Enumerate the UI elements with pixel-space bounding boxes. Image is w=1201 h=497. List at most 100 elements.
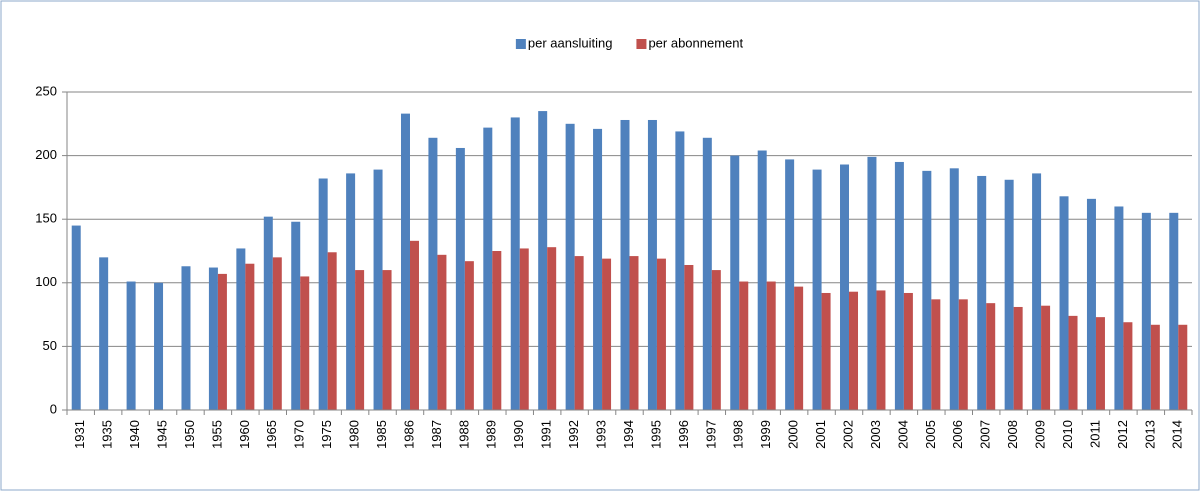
x-tick-label: 1996 bbox=[676, 420, 691, 449]
x-tick-label: 2006 bbox=[950, 420, 965, 449]
x-tick-label: 1993 bbox=[593, 420, 608, 449]
bar bbox=[1114, 206, 1124, 410]
x-tick-label: 1935 bbox=[100, 420, 115, 449]
bar bbox=[1032, 173, 1042, 410]
y-tick-label: 250 bbox=[35, 83, 57, 98]
legend-label: per aansluiting bbox=[528, 35, 613, 50]
y-tick-label: 50 bbox=[43, 338, 57, 353]
x-tick-label: 2008 bbox=[1005, 420, 1020, 449]
bar bbox=[1141, 212, 1151, 410]
bar bbox=[547, 247, 557, 410]
bar bbox=[455, 147, 465, 410]
bar bbox=[1004, 179, 1014, 410]
x-tick-label: 1992 bbox=[566, 420, 581, 449]
bar bbox=[602, 258, 612, 410]
bar bbox=[126, 281, 136, 410]
x-tick-label: 1980 bbox=[347, 420, 362, 449]
x-tick-label: 2014 bbox=[1170, 420, 1185, 449]
bar bbox=[291, 221, 301, 410]
bar bbox=[711, 270, 721, 410]
x-tick-label: 2009 bbox=[1033, 420, 1048, 449]
bar bbox=[903, 292, 913, 410]
bar bbox=[977, 175, 987, 410]
bar bbox=[739, 281, 749, 410]
bar bbox=[849, 291, 859, 410]
bar bbox=[400, 113, 410, 411]
x-tick-label: 2011 bbox=[1087, 420, 1102, 448]
x-tick-label: 1990 bbox=[511, 420, 526, 449]
bar bbox=[373, 169, 383, 410]
bar bbox=[702, 137, 712, 411]
x-tick-label: 1960 bbox=[237, 420, 252, 449]
bar bbox=[154, 282, 164, 410]
x-tick-label: 1950 bbox=[182, 420, 197, 449]
x-tick-label: 1970 bbox=[292, 420, 307, 449]
bar bbox=[217, 273, 227, 410]
bar bbox=[593, 128, 603, 410]
bar bbox=[1123, 322, 1133, 410]
bar bbox=[538, 111, 548, 410]
bar bbox=[766, 281, 776, 410]
bar bbox=[327, 252, 337, 410]
x-tick-label: 1989 bbox=[484, 420, 499, 449]
x-tick-label: 2007 bbox=[978, 420, 993, 449]
bar bbox=[300, 276, 310, 410]
bar bbox=[510, 117, 520, 410]
bar bbox=[437, 254, 447, 410]
bar bbox=[208, 267, 218, 410]
bar bbox=[318, 178, 328, 410]
bar bbox=[272, 257, 282, 410]
bar bbox=[1068, 315, 1078, 410]
bar bbox=[867, 156, 877, 410]
bar bbox=[71, 225, 81, 410]
bar bbox=[355, 270, 365, 410]
bar bbox=[409, 240, 419, 410]
x-tick-label: 1955 bbox=[209, 420, 224, 449]
legend-swatch bbox=[515, 39, 526, 49]
bar bbox=[840, 164, 850, 410]
y-tick-label: 200 bbox=[35, 147, 57, 162]
bar bbox=[794, 286, 804, 410]
x-tick-label: 2013 bbox=[1142, 420, 1157, 449]
bar bbox=[986, 303, 996, 410]
bar bbox=[236, 248, 246, 410]
bar bbox=[1041, 305, 1051, 410]
bar bbox=[346, 173, 356, 410]
bar bbox=[894, 161, 904, 410]
x-tick-label: 2000 bbox=[786, 420, 801, 449]
bar bbox=[922, 170, 932, 410]
bar bbox=[757, 150, 767, 410]
x-tick-label: 2003 bbox=[868, 420, 883, 449]
bar bbox=[656, 258, 666, 410]
bar bbox=[1013, 306, 1023, 410]
x-tick-label: 1994 bbox=[621, 420, 636, 449]
bar bbox=[1150, 324, 1160, 410]
x-tick-label: 2001 bbox=[813, 420, 828, 449]
x-tick-label: 2012 bbox=[1115, 420, 1130, 449]
bar bbox=[565, 123, 575, 411]
x-tick-label: 1995 bbox=[648, 420, 663, 449]
y-tick-label: 100 bbox=[35, 274, 57, 289]
legend-label: per abonnement bbox=[648, 35, 743, 50]
bar bbox=[574, 256, 584, 410]
bar bbox=[620, 119, 630, 410]
y-tick-label: 0 bbox=[50, 401, 57, 416]
bar bbox=[629, 256, 639, 410]
bar bbox=[245, 263, 255, 410]
bar bbox=[99, 257, 109, 410]
bar bbox=[464, 261, 474, 410]
bar bbox=[675, 131, 685, 410]
x-tick-label: 2004 bbox=[895, 420, 910, 449]
bar bbox=[949, 168, 959, 410]
x-tick-label: 2005 bbox=[923, 420, 938, 449]
bar bbox=[1169, 212, 1179, 410]
bar bbox=[483, 127, 493, 410]
bar bbox=[684, 264, 694, 410]
x-tick-label: 1997 bbox=[703, 420, 718, 449]
bar bbox=[812, 169, 822, 410]
bar bbox=[958, 299, 968, 410]
x-tick-label: 1965 bbox=[264, 420, 279, 449]
x-tick-label: 1945 bbox=[154, 420, 169, 449]
